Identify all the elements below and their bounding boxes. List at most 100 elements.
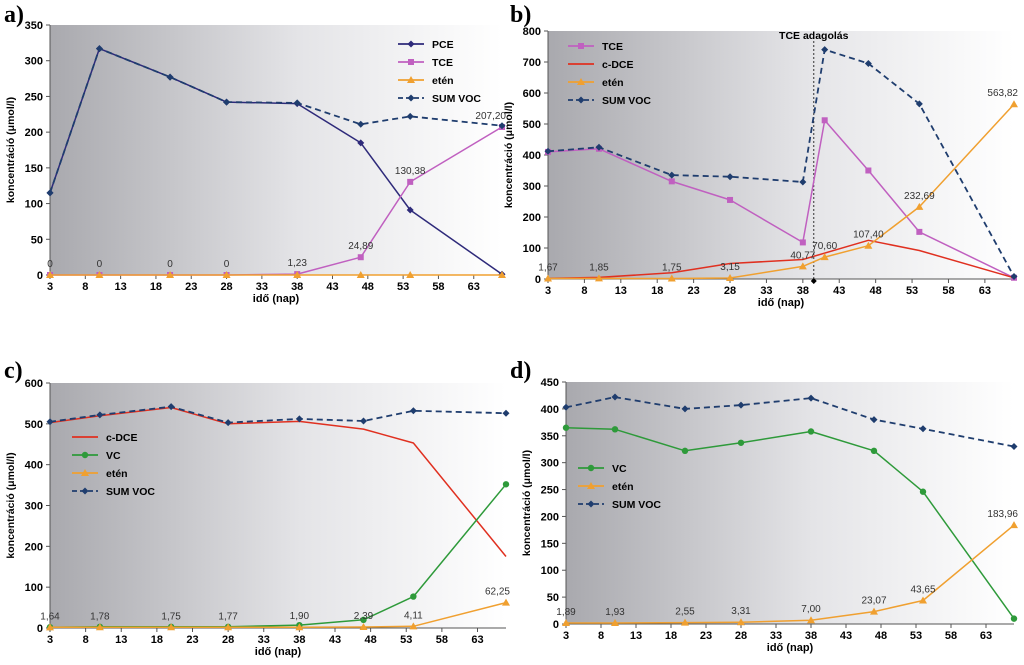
square-marker xyxy=(865,167,872,174)
legend-label: c-DCE xyxy=(106,432,138,444)
x-tick-label: 48 xyxy=(870,285,882,297)
diamond-marker xyxy=(821,46,829,54)
y-tick-label: 250 xyxy=(25,91,43,103)
legend-label: etén xyxy=(106,468,128,480)
legend-label: TCE xyxy=(602,41,623,53)
data-label: 1,85 xyxy=(589,262,609,273)
y-tick-label: 600 xyxy=(25,378,43,390)
triangle-marker xyxy=(807,616,815,624)
diamond-marker xyxy=(502,409,510,417)
triangle-marker xyxy=(1010,521,1018,529)
legend-label: SUM VOC xyxy=(106,486,155,498)
triangle-marker xyxy=(915,202,924,210)
x-axis-label: idő (nap) xyxy=(767,642,814,654)
triangle-marker xyxy=(95,271,104,278)
circle-marker xyxy=(870,447,878,455)
x-tick-label: 28 xyxy=(222,634,234,646)
triangle-marker xyxy=(407,76,415,83)
plot-area xyxy=(566,382,1014,624)
legend-item: PCE xyxy=(398,39,454,51)
series-c-dce xyxy=(547,239,1015,280)
data-label: 1,75 xyxy=(662,262,682,273)
diamond-marker xyxy=(357,120,365,128)
x-tick-label: 63 xyxy=(471,634,483,646)
series-line xyxy=(565,426,1015,620)
square-marker xyxy=(357,254,364,261)
x-tick-label: 43 xyxy=(329,634,341,646)
y-tick-label: 50 xyxy=(547,592,559,604)
square-marker xyxy=(668,178,675,185)
triangle-marker xyxy=(295,623,304,631)
diamond-marker xyxy=(46,189,54,197)
x-tick-label: 3 xyxy=(47,634,53,646)
triangle-marker xyxy=(726,274,735,282)
x-tick-label: 58 xyxy=(942,285,954,297)
circle-marker xyxy=(360,616,367,624)
data-label: 1,23 xyxy=(287,258,307,269)
data-label: 232,69 xyxy=(904,191,935,202)
data-label: 107,40 xyxy=(853,230,884,241)
data-label: 70,60 xyxy=(812,241,837,252)
triangle-marker xyxy=(919,596,927,604)
triangle-marker xyxy=(409,622,418,630)
x-tick-label: 13 xyxy=(115,281,127,293)
circle-marker xyxy=(919,488,927,495)
diamond-marker xyxy=(799,178,807,186)
x-axis-label: idő (nap) xyxy=(758,297,805,309)
diamond-marker xyxy=(167,403,175,411)
series-etén xyxy=(562,521,1018,626)
diamond-marker xyxy=(919,425,927,433)
panel-title: c) xyxy=(4,358,23,384)
x-tick-label: 58 xyxy=(945,630,957,642)
diamond-marker xyxy=(587,500,595,508)
diamond-marker xyxy=(737,401,745,409)
circle-marker xyxy=(737,439,745,446)
circle-marker xyxy=(611,426,619,433)
triangle-marker xyxy=(406,271,415,278)
x-tick-label: 13 xyxy=(115,634,127,646)
y-axis-label: koncentráció (μmol/l) xyxy=(5,97,17,203)
data-label: 23,07 xyxy=(861,596,886,607)
legend-item: etén xyxy=(398,75,454,87)
circle-marker xyxy=(81,451,89,459)
series-line xyxy=(566,524,1015,624)
diamond-marker xyxy=(498,122,506,130)
data-label: 0 xyxy=(167,259,173,270)
legend-item: etén xyxy=(72,468,128,480)
y-tick-label: 50 xyxy=(31,234,43,246)
legend-item: SUM VOC xyxy=(568,95,651,107)
y-tick-label: 300 xyxy=(25,56,43,68)
x-tick-label: 63 xyxy=(979,285,991,297)
plot-area xyxy=(50,383,506,628)
triangle-marker xyxy=(864,241,873,249)
y-axis-label: koncentráció (μmol/l) xyxy=(5,452,17,558)
x-tick-label: 23 xyxy=(688,285,700,297)
diamond-marker xyxy=(870,416,878,424)
x-tick-label: 53 xyxy=(397,281,409,293)
diamond-marker xyxy=(166,73,174,81)
x-tick-label: 8 xyxy=(82,281,88,293)
legend-item: TCE xyxy=(398,57,453,69)
y-tick-label: 600 xyxy=(523,88,541,100)
panel-title: a) xyxy=(4,2,24,28)
x-tick-label: 18 xyxy=(651,285,663,297)
diamond-marker xyxy=(915,100,923,108)
y-tick-label: 100 xyxy=(25,582,43,594)
square-marker xyxy=(727,196,734,203)
series-line xyxy=(49,405,507,424)
y-tick-label: 800 xyxy=(523,26,541,38)
diamond-marker xyxy=(1010,443,1018,451)
data-label: 1,64 xyxy=(40,611,60,622)
y-tick-label: 450 xyxy=(541,377,559,389)
x-tick-label: 23 xyxy=(700,630,712,642)
diamond-marker xyxy=(726,173,734,181)
x-tick-label: 28 xyxy=(724,285,736,297)
x-tick-label: 33 xyxy=(760,285,772,297)
data-label: 3,31 xyxy=(731,606,751,617)
series-sum-voc xyxy=(46,45,506,197)
data-label: 0 xyxy=(47,259,53,270)
triangle-marker xyxy=(562,618,570,626)
diamond-marker xyxy=(595,143,603,151)
